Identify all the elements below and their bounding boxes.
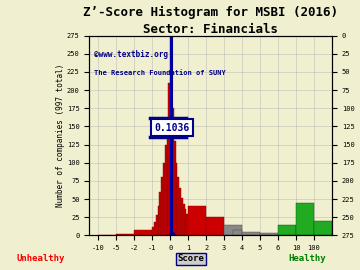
Bar xyxy=(278,225,296,235)
Bar xyxy=(174,141,176,235)
Bar xyxy=(260,233,278,235)
Bar xyxy=(186,214,188,235)
Bar xyxy=(224,225,242,235)
Bar xyxy=(158,206,159,235)
Bar xyxy=(177,177,179,235)
Bar xyxy=(242,232,260,235)
Text: Unhealthy: Unhealthy xyxy=(17,254,65,264)
Bar xyxy=(156,215,158,235)
Bar xyxy=(183,204,185,235)
Y-axis label: Number of companies (997 total): Number of companies (997 total) xyxy=(57,64,66,207)
Bar xyxy=(314,221,332,235)
Bar xyxy=(116,234,134,235)
Bar xyxy=(161,177,163,235)
Text: Score: Score xyxy=(178,254,204,264)
Bar xyxy=(168,83,170,235)
Bar xyxy=(233,230,242,235)
Text: Healthy: Healthy xyxy=(288,254,326,264)
Bar xyxy=(176,163,177,235)
Title: Z’-Score Histogram for MSBI (2016)
Sector: Financials: Z’-Score Histogram for MSBI (2016) Secto… xyxy=(83,6,338,36)
Bar xyxy=(179,188,181,235)
Bar xyxy=(181,198,183,235)
Bar xyxy=(206,217,224,235)
Bar xyxy=(185,209,186,235)
Bar xyxy=(152,227,170,235)
Text: The Research Foundation of SUNY: The Research Foundation of SUNY xyxy=(94,70,226,76)
Text: 0.1036: 0.1036 xyxy=(154,123,190,133)
Bar xyxy=(165,145,167,235)
Bar xyxy=(170,36,172,235)
Bar xyxy=(163,163,165,235)
Bar xyxy=(134,230,152,235)
Bar xyxy=(172,108,174,235)
Text: ©www.textbiz.org: ©www.textbiz.org xyxy=(94,50,168,59)
Bar xyxy=(296,203,314,235)
Bar xyxy=(188,206,206,235)
Bar xyxy=(159,192,161,235)
Bar xyxy=(154,222,156,235)
Bar xyxy=(167,119,168,235)
